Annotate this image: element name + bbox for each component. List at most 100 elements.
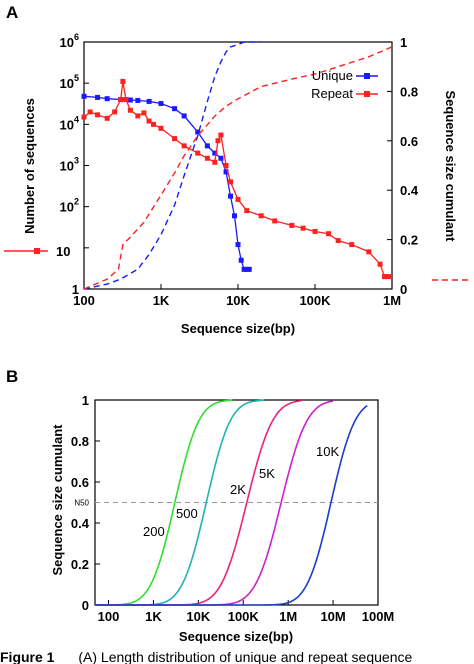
panel-a-y-axis-label: Number of sequences: [22, 98, 37, 234]
panel-a-right-y-tick-labels: 0 0.2 0.4 0.6 0.8 1: [400, 35, 419, 297]
panel-a-ticks: [83, 41, 393, 290]
data-point: [104, 96, 110, 102]
series-line: [83, 46, 393, 290]
panel-b-x-tick-label: 100K: [228, 609, 260, 624]
figure-caption-prefix: Figure 1: [0, 649, 55, 664]
data-point: [135, 113, 141, 119]
panel-b-y-tick-label: 0.8: [71, 434, 89, 449]
panel-a-left-axis-series-marker: 10: [4, 244, 70, 259]
curve-label-200: 200: [143, 524, 165, 539]
data-point: [385, 274, 391, 280]
data-point: [195, 150, 201, 156]
panel-a-series-unique-cumulant: [83, 41, 262, 290]
data-point: [349, 242, 355, 248]
data-point: [238, 257, 244, 263]
data-point: [181, 113, 187, 119]
panel-b-series-10k: [95, 405, 368, 606]
data-point: [241, 266, 247, 272]
panel-b-x-tick-label: 100: [98, 609, 120, 624]
panel-a-y-tick-label: 105: [60, 73, 79, 91]
data-point: [289, 222, 295, 228]
data-point: [158, 125, 164, 131]
data-point: [212, 159, 218, 165]
panel-a-x-tick-label: 1K: [153, 293, 170, 308]
curve-label-2k: 2K: [230, 482, 246, 497]
panel-a-y-tick-labels: 1 102 103 104 105 106: [60, 32, 79, 297]
data-point: [382, 274, 388, 280]
data-point: [87, 109, 93, 115]
data-point: [204, 143, 210, 149]
data-point: [146, 118, 152, 124]
legend-unique-label: Unique: [312, 68, 353, 83]
panel-b-series: [95, 399, 368, 606]
data-point: [218, 155, 224, 161]
panel-a-right-y-tick-label: 0.4: [400, 183, 419, 198]
panel-a: A 100 1K 10K 100K 1M 1 102 103 104 105 106 0 0.2 0.…: [4, 3, 470, 336]
panel-a-series: [81, 41, 393, 290]
legend-unique-marker: [364, 73, 370, 79]
panel-a-x-axis-label: Sequence size(bp): [181, 321, 295, 336]
curve-label-5k: 5K: [259, 466, 275, 481]
data-point: [223, 163, 229, 168]
series-line: [83, 41, 262, 290]
data-point: [118, 97, 124, 103]
figure-caption: Figure 1 (A) Length distribution of uniq…: [0, 649, 412, 664]
panel-b: B 100 1K 10K 100K 1M 10M 100M 0 0.2 0.4 N50 0.6 0.8…: [6, 367, 394, 644]
panel-a-series-repeat: [81, 78, 391, 280]
data-point: [215, 138, 221, 144]
data-point: [95, 94, 101, 100]
data-point: [335, 238, 341, 244]
data-point: [146, 98, 152, 104]
data-point: [272, 218, 278, 224]
data-point: [123, 97, 129, 103]
data-point: [300, 225, 306, 231]
panel-b-y-axis-label: Sequence size cumulant: [50, 424, 65, 576]
panel-a-x-tick-label: 10K: [226, 293, 250, 308]
data-point: [151, 121, 157, 127]
data-point: [223, 169, 229, 175]
panel-a-right-y-tick-label: 1: [400, 35, 407, 50]
data-point: [81, 93, 87, 99]
panel-a-y-tick-label: 103: [60, 156, 79, 174]
data-point: [377, 261, 383, 267]
data-point: [366, 249, 372, 255]
data-point: [246, 266, 252, 272]
data-point: [127, 97, 133, 103]
panel-a-left-marker-label: 10: [56, 244, 70, 259]
panel-a-right-y-tick-label: 0.6: [400, 134, 418, 149]
figure-caption-text: (A) Length distribution of unique and re…: [78, 649, 412, 664]
data-point: [218, 132, 224, 138]
panel-b-series-5k: [95, 400, 334, 606]
data-point: [258, 213, 264, 219]
data-point: [228, 193, 234, 199]
data-point: [235, 196, 241, 202]
panel-b-y-tick-label: 0: [82, 598, 89, 613]
data-point: [244, 208, 250, 214]
data-point: [195, 129, 201, 135]
panel-b-y-tick-label: N50: [74, 499, 89, 508]
series-line: [83, 95, 250, 271]
panel-b-x-tick-label: 10K: [186, 609, 210, 624]
panel-a-right-y-tick-label: 0.8: [400, 84, 418, 99]
data-point: [127, 107, 133, 113]
data-point: [172, 106, 178, 112]
data-point: [326, 231, 332, 237]
data-point: [112, 109, 118, 115]
panel-b-x-tick-label: 10M: [320, 609, 345, 624]
data-point: [81, 114, 87, 120]
panel-a-right-y-tick-label: 0.2: [400, 233, 418, 248]
panel-a-label: A: [6, 3, 18, 22]
panel-a-x-tick-label: 1M: [383, 293, 401, 308]
panel-a-series-repeat-cumulant: [83, 46, 393, 290]
curve-label-10k: 10K: [316, 444, 339, 459]
panel-b-y-tick-label: 1: [82, 393, 89, 408]
data-point: [158, 101, 164, 107]
panel-b-plot-frame: [94, 399, 379, 606]
panel-a-right-y-tick-label: 0: [400, 282, 407, 297]
panel-a-x-tick-label: 100: [73, 293, 95, 308]
panel-a-legend: Unique Repeat: [311, 68, 378, 101]
panel-a-x-tick-labels: 100 1K 10K 100K 1M: [73, 293, 401, 308]
panel-b-y-tick-labels: 0 0.2 0.4 N50 0.6 0.8 1: [71, 393, 90, 613]
data-point: [135, 97, 141, 103]
